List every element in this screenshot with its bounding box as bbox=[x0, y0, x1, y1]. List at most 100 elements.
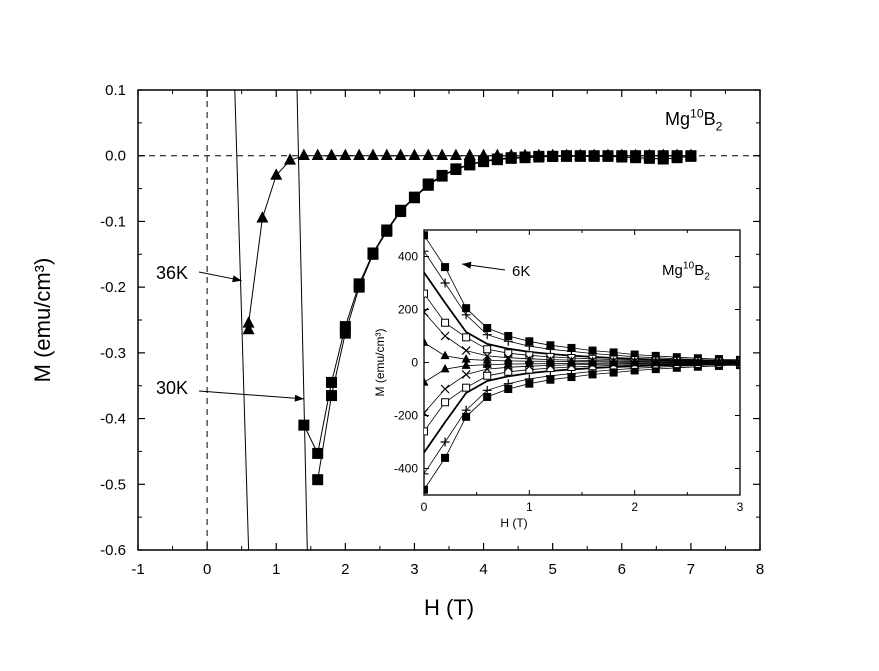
inset-loop-point bbox=[566, 357, 576, 367]
inset-loop-point bbox=[424, 408, 429, 418]
series-30k-point bbox=[339, 327, 351, 339]
inset-loop-point bbox=[440, 384, 450, 394]
series-30k-point bbox=[657, 153, 669, 165]
x-axis-title: H (T) bbox=[424, 595, 474, 620]
inset-loop-point bbox=[424, 377, 429, 386]
series-30k-point bbox=[491, 154, 503, 166]
inset-loop-point bbox=[714, 357, 724, 367]
inset-loop-point bbox=[482, 359, 492, 368]
series-30k-point bbox=[519, 152, 531, 164]
inset-loop-line bbox=[424, 362, 740, 414]
inset-loop-point bbox=[441, 263, 450, 272]
inset-loop-line bbox=[424, 362, 740, 454]
inset-loop-point bbox=[483, 345, 492, 354]
y-axis-title: M (emu/cm³) bbox=[30, 258, 55, 383]
inset-loop-point bbox=[525, 365, 534, 374]
inset-loop-point bbox=[609, 357, 619, 367]
inset-loop-point bbox=[588, 357, 598, 367]
inset-loop-point bbox=[461, 405, 471, 415]
series-30k-point bbox=[505, 152, 517, 164]
sample-label-part: 2 bbox=[704, 272, 710, 283]
series-30k-point bbox=[408, 192, 420, 204]
y-tick-label: -0.5 bbox=[100, 476, 126, 493]
inset-loop-point bbox=[651, 357, 661, 367]
x-tick-label: 3 bbox=[410, 561, 418, 578]
inset-annotation-6k-label: 6K bbox=[512, 263, 530, 280]
inset-x-axis-title: H (T) bbox=[500, 516, 527, 530]
inset-loop-point bbox=[482, 385, 492, 395]
inset-loop-line bbox=[424, 271, 740, 363]
inset-loop-point bbox=[424, 307, 429, 317]
series-36k-point bbox=[270, 168, 283, 180]
inset-x-tick-label: 3 bbox=[737, 500, 744, 514]
series-30k-point bbox=[367, 248, 379, 260]
x-tick-label: 8 bbox=[756, 561, 764, 578]
inset-loop-point bbox=[462, 333, 471, 342]
inset-loop-point bbox=[630, 357, 640, 367]
series-36k-point bbox=[339, 148, 352, 161]
series-30k-point bbox=[602, 150, 614, 162]
inset-x-tick-label: 0 bbox=[421, 500, 428, 514]
inset-y-tick-label: 400 bbox=[398, 250, 418, 264]
series-30k-point bbox=[643, 152, 655, 164]
series-30k-point bbox=[464, 159, 476, 171]
series-30k-point bbox=[630, 152, 642, 164]
inset-x-tick-label: 1 bbox=[526, 500, 533, 514]
inset-loop-point bbox=[461, 360, 471, 369]
inset-loop-point bbox=[545, 344, 555, 354]
series-30k-point bbox=[588, 150, 600, 162]
inset-y-tick-label: 200 bbox=[398, 303, 418, 317]
series-36k-point bbox=[366, 148, 379, 161]
series-36k-point bbox=[449, 148, 462, 161]
series-30k-point bbox=[533, 151, 545, 163]
inset-loop-point bbox=[735, 357, 740, 367]
x-tick-label: 5 bbox=[548, 561, 556, 578]
y-tick-label: -0.4 bbox=[100, 411, 126, 428]
series-36k-point bbox=[408, 148, 421, 161]
series-30k-point bbox=[450, 164, 462, 176]
inset-loop-point bbox=[462, 383, 471, 392]
series-36k-point bbox=[422, 148, 435, 161]
inset-y-tick-label: -200 bbox=[394, 409, 418, 423]
series-30k-point bbox=[381, 225, 393, 237]
series-30k-point bbox=[395, 206, 407, 218]
y-tick-label: -0.2 bbox=[100, 279, 126, 296]
series-30k-point bbox=[547, 150, 559, 162]
inset-loop-point bbox=[424, 337, 429, 346]
inset-loop-line bbox=[424, 362, 740, 383]
series-30k-point bbox=[298, 419, 310, 431]
inset-loop-line bbox=[424, 342, 740, 363]
x-tick-label: 1 bbox=[272, 561, 280, 578]
sample-label-part: Mg bbox=[662, 262, 683, 279]
main-data-group bbox=[234, 90, 697, 550]
series-30k-point bbox=[616, 151, 628, 163]
inset-loop-point bbox=[424, 246, 429, 256]
series-36k-point bbox=[353, 148, 366, 161]
inset-loop-line bbox=[424, 311, 740, 363]
sample-label-part: 10 bbox=[690, 106, 704, 120]
inset-loop-point bbox=[440, 363, 450, 373]
inset-loop-point bbox=[693, 357, 703, 367]
inset-loop-line bbox=[424, 364, 740, 475]
inset-loop-point bbox=[440, 350, 450, 360]
inset-loop-line bbox=[424, 364, 740, 490]
series-30k-point bbox=[422, 179, 434, 191]
inset-loop-point bbox=[524, 358, 534, 368]
series-36k-point bbox=[242, 316, 255, 328]
series-30k-point bbox=[312, 474, 324, 486]
series-30k-point bbox=[574, 150, 586, 162]
inset-loop-point bbox=[461, 370, 471, 379]
inset-loop-point bbox=[441, 453, 450, 462]
x-tick-label: 2 bbox=[341, 561, 349, 578]
sample-label-part: Mg bbox=[665, 109, 690, 129]
y-tick-label: 0.0 bbox=[105, 148, 126, 165]
inset-loop-point bbox=[440, 331, 450, 341]
annotation-30k-label: 30K bbox=[156, 378, 188, 398]
inset-loop-point bbox=[441, 318, 450, 327]
inset-loop-point bbox=[440, 278, 450, 288]
sample-label-part: 2 bbox=[716, 119, 723, 133]
annotation-36k-label: 36K bbox=[156, 263, 188, 283]
inset-loop-point bbox=[441, 398, 450, 407]
